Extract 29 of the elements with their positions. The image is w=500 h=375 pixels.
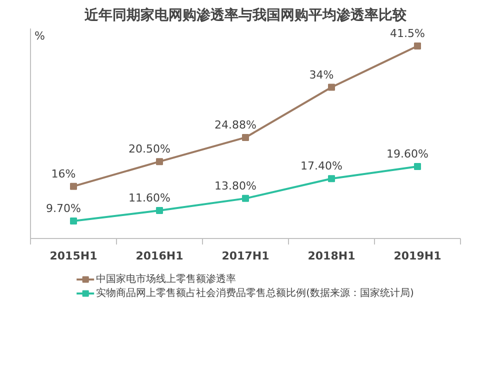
data-label: 16% (51, 167, 76, 180)
data-label: 20.50% (128, 142, 170, 156)
x-tick-label: 2019H1 (394, 250, 442, 262)
point (414, 163, 421, 170)
y-axis-title: % (34, 30, 45, 42)
point (70, 218, 77, 224)
point (328, 84, 335, 91)
data-label: 41.5% (390, 27, 425, 40)
x-tick-label: 2018H1 (308, 250, 356, 262)
legend-label: 实物商品网上零售额占社会消费品零售总额比例(数据来源：国家统计局) (96, 286, 414, 300)
point (414, 42, 421, 50)
point (156, 207, 163, 214)
point (242, 134, 249, 141)
chart-title: 近年同期家电网购渗透率与我国网购平均渗透率比较 (84, 6, 408, 24)
data-label: 24.88% (214, 118, 256, 132)
x-tick-label: 2016H1 (136, 250, 184, 262)
data-label: 13.80% (214, 179, 256, 192)
point (328, 175, 335, 182)
data-label: 19.60% (386, 148, 428, 161)
data-label: 34% (309, 68, 334, 82)
point (70, 182, 77, 190)
point (242, 194, 249, 202)
data-label: 11.60% (128, 192, 170, 205)
x-tick-label: 2015H1 (50, 250, 98, 262)
legend-label: 中国家电市场线上零售额渗透率 (96, 272, 236, 286)
point (156, 158, 163, 166)
x-tick-label: 2017H1 (222, 250, 270, 262)
data-label: 9.70% (46, 202, 81, 215)
data-label: 17.40% (300, 160, 342, 173)
